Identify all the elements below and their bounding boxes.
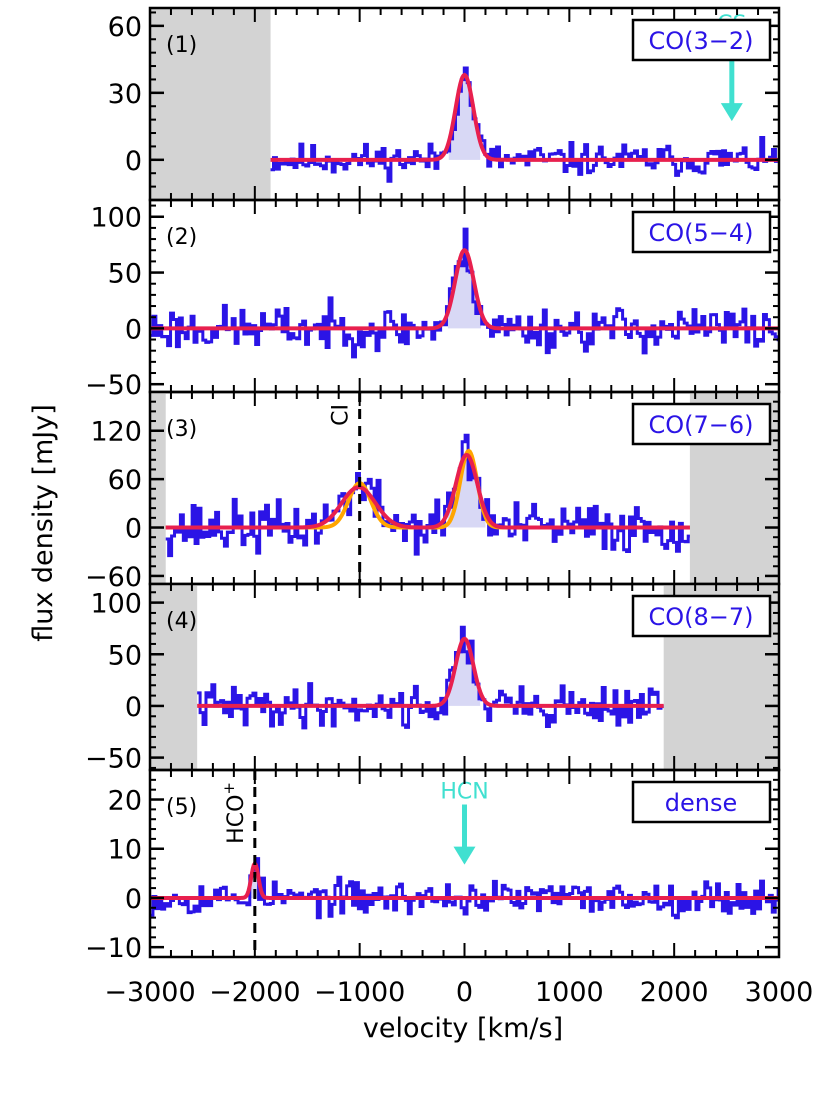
x-tick-label: 1000 <box>535 977 604 1008</box>
y-tick-label: 100 <box>90 589 142 620</box>
y-tick-label: 60 <box>108 465 142 496</box>
x-tick-label: 2000 <box>640 977 709 1008</box>
y-tick-label: 10 <box>108 835 142 866</box>
panel-2: −50 0 50 100 (2) CO(5−4) <box>85 198 781 401</box>
y-axis-title: flux density [mJy] <box>28 404 59 642</box>
line-name: CO(7−6) <box>648 411 753 439</box>
spectrum-series <box>150 227 780 359</box>
y-tick-label: −60 <box>85 562 142 593</box>
masked-region <box>150 8 271 200</box>
line-name: CO(8−7) <box>648 603 753 631</box>
line-name: CO(3−2) <box>648 27 753 55</box>
line-name-box <box>631 594 772 638</box>
x-tick-label: −2000 <box>209 977 300 1008</box>
marker-label-sup: + <box>220 782 238 795</box>
line-fill <box>447 250 482 329</box>
fit-curve <box>270 72 779 162</box>
spectrum-series <box>150 857 780 920</box>
y-tick-label: 20 <box>108 786 142 817</box>
line-name: dense <box>665 789 737 817</box>
spectrum-series <box>197 625 664 730</box>
panel-label: (5) <box>166 795 197 820</box>
line-name-box <box>631 780 772 824</box>
panel-label: (4) <box>166 609 197 634</box>
panel-4: −50 0 50 100 (4) CO(8−7) <box>85 582 781 775</box>
alt-fit-curve <box>165 448 690 530</box>
line-fill <box>448 638 481 706</box>
panel-1: CS03060(1)CO(3−2) <box>108 6 781 202</box>
fit-curve <box>150 860 779 900</box>
y-tick-label: 0 <box>125 514 142 545</box>
fit-curve <box>165 452 690 530</box>
panel-label: (2) <box>166 225 197 250</box>
line-fill <box>448 75 481 160</box>
panel-label: (3) <box>166 417 197 442</box>
y-tick-label: 100 <box>90 203 142 234</box>
line-name-box <box>631 18 772 62</box>
y-tick-label: −50 <box>85 744 142 775</box>
x-tick-label: 0 <box>456 977 473 1008</box>
line-fill <box>447 454 486 528</box>
fit-curve <box>197 636 664 708</box>
arrow-head <box>453 846 476 865</box>
y-tick-label: 0 <box>125 146 142 177</box>
panel-3: CI −60 0 60 120 (3) CO(7−6) <box>85 390 781 593</box>
y-tick-label: 50 <box>108 640 142 671</box>
x-tick-label: −3000 <box>104 977 195 1008</box>
y-tick-label: 0 <box>125 314 142 345</box>
marker-label: CI <box>329 404 354 426</box>
y-tick-label: 120 <box>90 417 142 448</box>
y-tick-label: 60 <box>108 12 142 43</box>
x-tick-label: −1000 <box>314 977 405 1008</box>
y-tick-label: −10 <box>85 933 142 964</box>
spectrum-series <box>270 66 780 183</box>
panel-label: (1) <box>166 33 197 58</box>
x-tick-label: 3000 <box>745 977 814 1008</box>
arrow-head <box>720 103 743 122</box>
y-tick-label: 0 <box>125 884 142 915</box>
y-tick-label: 0 <box>125 692 142 723</box>
y-tick-label: −50 <box>85 370 142 401</box>
line-name-box <box>631 210 772 254</box>
y-tick-label: 50 <box>108 259 142 290</box>
line-name: CO(5−4) <box>648 219 753 247</box>
fit-curve <box>150 248 779 331</box>
line-name-box <box>631 402 772 446</box>
y-tick-label: 30 <box>108 79 142 110</box>
x-axis-title: velocity [km/s] <box>363 1013 563 1044</box>
spectrum-series <box>165 433 690 558</box>
masked-region <box>150 584 198 770</box>
marker-label: HCO+ <box>220 782 249 844</box>
